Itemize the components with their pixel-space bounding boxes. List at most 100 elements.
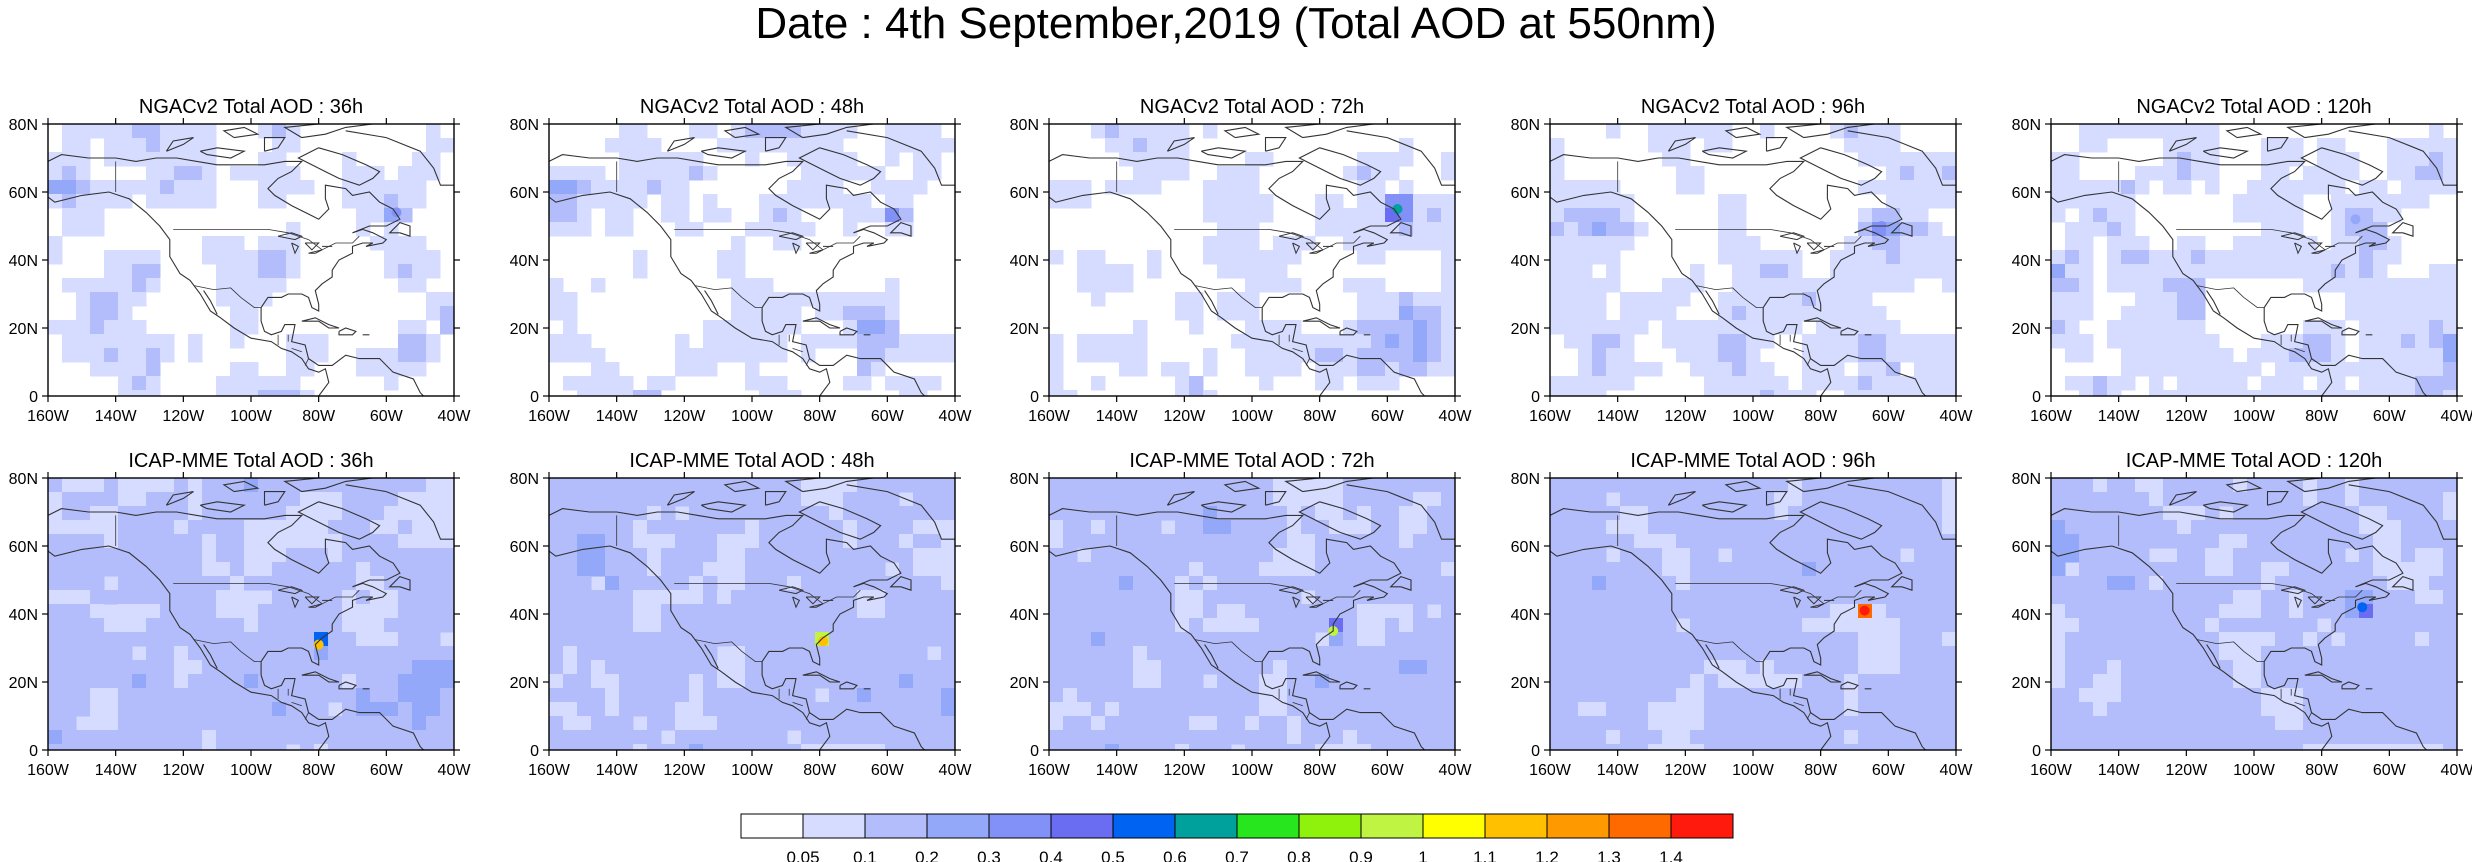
map-panel: NGACv2 Total AOD : 120h 80N 60N 40N 20N 0 160W…: [2012, 96, 2472, 425]
lat-tick-label: 40N: [9, 607, 38, 624]
lon-tick-label: 140W: [95, 408, 138, 425]
lon-tick-label: 60W: [1872, 408, 1906, 425]
colorbar-label: 0.1: [853, 848, 877, 862]
colorbar-swatch: [926, 813, 990, 839]
lon-tick-label: 80W: [2305, 762, 2339, 779]
lat-tick-label: 60N: [1010, 185, 1039, 202]
lat-tick-label: 80N: [1511, 471, 1540, 488]
lat-tick-label: 60N: [1511, 185, 1540, 202]
coastlines: [2051, 478, 2457, 750]
lat-tick-label: 20N: [1511, 321, 1540, 338]
lon-tick-label: 80W: [803, 762, 837, 779]
colorbar-label: 0.9: [1349, 848, 1373, 862]
lon-tick-label: 80W: [1303, 762, 1337, 779]
colorbar-swatch: [1608, 813, 1672, 839]
lon-tick-label: 160W: [528, 408, 571, 425]
panel-title: NGACv2 Total AOD : 36h: [139, 96, 363, 118]
lon-tick-label: 60W: [370, 408, 404, 425]
colorbar-swatch: [1236, 813, 1300, 839]
lon-tick-label: 140W: [1096, 762, 1139, 779]
lon-tick-label: 140W: [596, 762, 639, 779]
lon-tick-label: 100W: [1732, 762, 1775, 779]
coastlines: [2051, 124, 2457, 396]
lat-tick-label: 80N: [1010, 471, 1039, 488]
coastlines: [48, 124, 454, 396]
lon-tick-label: 100W: [2233, 762, 2276, 779]
colorbar-label: 0.2: [915, 848, 939, 862]
lon-tick-label: 160W: [27, 408, 70, 425]
lat-tick-label: 0: [1030, 389, 1039, 406]
lat-tick-label: 0: [2032, 389, 2041, 406]
lon-tick-label: 120W: [1163, 762, 1206, 779]
coastlines: [1550, 124, 1956, 396]
panel-title: ICAP-MME Total AOD : 48h: [629, 450, 874, 472]
lon-tick-label: 60W: [871, 762, 905, 779]
lon-tick-label: 120W: [162, 762, 205, 779]
aod-field: [1550, 478, 1956, 750]
map-panel: NGACv2 Total AOD : 96h 80N 60N 40N 20N 0 160W 1…: [1511, 96, 1974, 425]
lon-tick-label: 80W: [302, 762, 336, 779]
panel-title: ICAP-MME Total AOD : 72h: [1129, 450, 1374, 472]
lat-tick-label: 20N: [2012, 675, 2041, 692]
panel-title: NGACv2 Total AOD : 96h: [1641, 96, 1865, 118]
lat-tick-label: 0: [1531, 743, 1540, 760]
colorbar-label: 0.5: [1101, 848, 1125, 862]
lat-tick-label: 80N: [2012, 471, 2041, 488]
colorbar-label: 0.7: [1225, 848, 1249, 862]
lon-tick-label: 120W: [2165, 408, 2208, 425]
lon-tick-label: 100W: [1732, 408, 1775, 425]
lat-tick-label: 0: [2032, 743, 2041, 760]
lon-tick-label: 100W: [230, 762, 273, 779]
lon-tick-label: 40W: [438, 408, 472, 425]
colorbar-label: 0.6: [1163, 848, 1187, 862]
lat-tick-label: 60N: [2012, 185, 2041, 202]
lon-tick-label: 120W: [162, 408, 205, 425]
lon-tick-label: 40W: [438, 762, 472, 779]
lat-tick-label: 40N: [1010, 253, 1039, 270]
panel-title: NGACv2 Total AOD : 72h: [1140, 96, 1364, 118]
coastlines: [1550, 478, 1956, 750]
lat-tick-label: 60N: [1511, 539, 1540, 556]
lon-tick-label: 160W: [1529, 762, 1572, 779]
lat-tick-label: 0: [1030, 743, 1039, 760]
colorbar-label: 1.3: [1597, 848, 1621, 862]
lat-tick-label: 60N: [9, 185, 38, 202]
lon-tick-label: 60W: [1872, 762, 1906, 779]
lon-tick-label: 80W: [2305, 408, 2339, 425]
lon-tick-label: 160W: [1028, 408, 1071, 425]
lon-tick-label: 80W: [1804, 408, 1838, 425]
map-panel: NGACv2 Total AOD : 36h 80N 60N 40N 20N 0 160W 1…: [9, 96, 472, 425]
lon-tick-label: 160W: [27, 762, 70, 779]
lat-tick-label: 40N: [2012, 253, 2041, 270]
lon-tick-label: 80W: [1303, 408, 1337, 425]
lat-tick-label: 80N: [9, 471, 38, 488]
lon-tick-label: 60W: [2373, 762, 2407, 779]
lat-tick-label: 0: [29, 743, 38, 760]
lon-tick-label: 80W: [302, 408, 336, 425]
colorbar-label: 1.1: [1473, 848, 1497, 862]
panel-title: NGACv2 Total AOD : 48h: [640, 96, 864, 118]
aod-field: [2051, 478, 2457, 750]
colorbar-label: 0.3: [977, 848, 1001, 862]
colorbar-swatch: [1112, 813, 1176, 839]
lon-tick-label: 120W: [1163, 408, 1206, 425]
panel-title: ICAP-MME Total AOD : 96h: [1630, 450, 1875, 472]
lat-tick-label: 40N: [510, 607, 539, 624]
map-panel: ICAP-MME Total AOD : 96h 80N 60N 40N 20N 0 160…: [1511, 450, 1974, 779]
lat-tick-label: 0: [29, 389, 38, 406]
lat-tick-label: 40N: [1010, 607, 1039, 624]
lon-tick-label: 140W: [1597, 762, 1640, 779]
lon-tick-label: 40W: [939, 408, 973, 425]
map-panel: ICAP-MME Total AOD : 36h 80N 60N 40N 20N 0 160…: [9, 450, 472, 779]
map-panel: ICAP-MME Total AOD : 48h 80N 60N 40N 20N 0 160…: [510, 450, 973, 779]
lat-tick-label: 80N: [1010, 117, 1039, 134]
coastlines: [48, 478, 454, 750]
lon-tick-label: 100W: [2233, 408, 2276, 425]
colorbar-swatch: [1174, 813, 1238, 839]
panel-title: ICAP-MME Total AOD : 120h: [2126, 450, 2382, 472]
colorbar-label: 1.2: [1535, 848, 1559, 862]
lon-tick-label: 140W: [1597, 408, 1640, 425]
lat-tick-label: 20N: [510, 675, 539, 692]
lat-tick-label: 20N: [9, 675, 38, 692]
lat-tick-label: 80N: [9, 117, 38, 134]
